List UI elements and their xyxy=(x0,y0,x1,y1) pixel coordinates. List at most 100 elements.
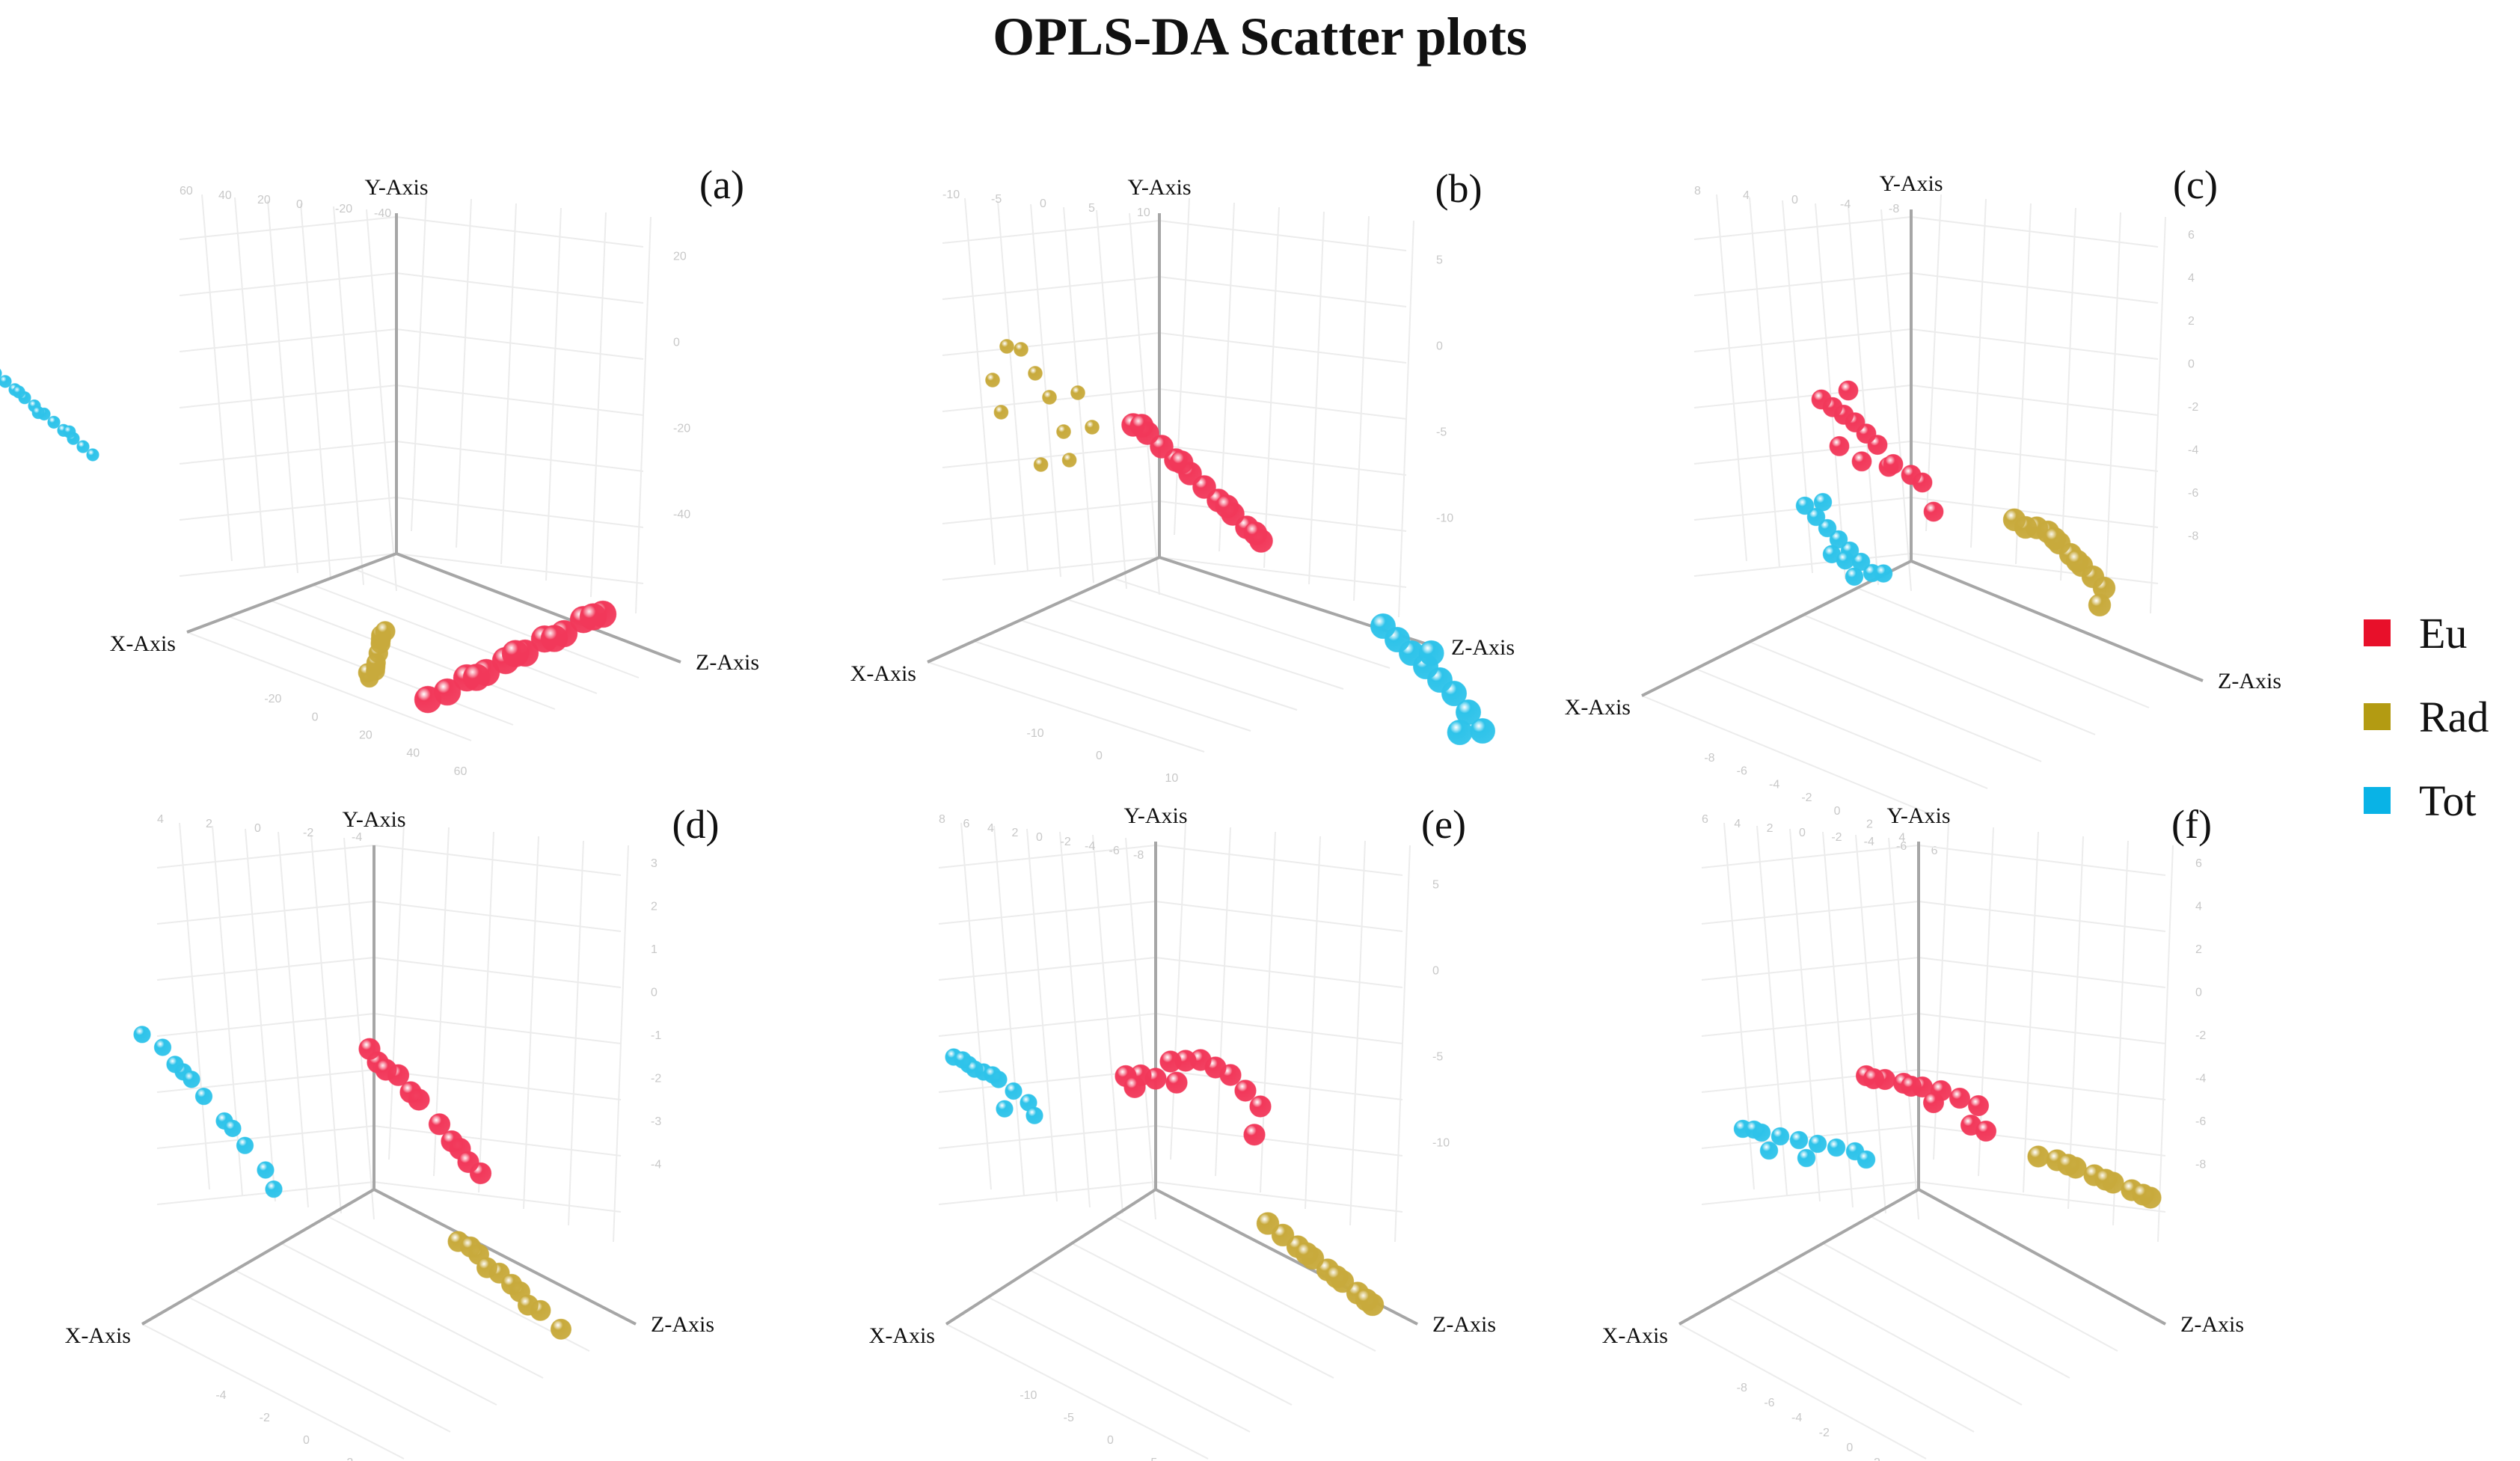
data-point-rad xyxy=(1061,453,1077,468)
y-tick-label: -8 xyxy=(2188,530,2198,542)
z-axis-label: Z-Axis xyxy=(651,1312,714,1337)
grid-line xyxy=(278,831,309,1208)
grid-line xyxy=(1910,553,2159,584)
z-axis-label: Z-Axis xyxy=(696,650,759,675)
grid-line xyxy=(1113,1216,1376,1352)
x-tick-label: 0 xyxy=(1040,197,1046,210)
data-point-eu xyxy=(1169,450,1194,474)
grid-line xyxy=(1693,553,1912,577)
z-tick-label: -2 xyxy=(1801,791,1812,804)
grid-line xyxy=(1693,328,1912,352)
data-point-tot xyxy=(1771,1127,1790,1146)
grid-line xyxy=(1880,209,1912,592)
grid-line xyxy=(1159,500,1407,532)
x-axis-line xyxy=(927,556,1160,664)
data-point-rad xyxy=(993,405,1009,420)
grid-line xyxy=(960,822,992,1190)
x-tick-label: 60 xyxy=(180,185,193,197)
data-point-rad xyxy=(1355,1288,1379,1312)
grid-line xyxy=(1308,211,1325,585)
data-point-eu xyxy=(428,1113,451,1136)
data-point-tot xyxy=(996,1100,1014,1118)
grid-line xyxy=(942,220,1160,244)
x-tick-label: 6 xyxy=(1702,813,1708,826)
grid-line xyxy=(1155,1125,1403,1157)
grid-line xyxy=(545,207,562,581)
grid-line xyxy=(373,1069,622,1100)
x-tick-label: 20 xyxy=(257,194,271,206)
grid-line xyxy=(1918,901,2166,932)
scatter-plot-3d: -8 -6 -4 -2 0 2 4 6 8 4 0 -4 -8 -8 -6 -4 -2 0 2 4 6 Y-Axis X-A… xyxy=(1565,162,2281,857)
grid-line xyxy=(179,216,397,240)
z-tick-label: 20 xyxy=(359,729,373,742)
data-point-rad xyxy=(500,1273,523,1295)
grid-line xyxy=(396,328,644,360)
data-point-rad xyxy=(2027,1145,2050,1168)
z-tick-label: -6 xyxy=(1764,1397,1774,1409)
grid-line xyxy=(1155,845,1403,876)
grid-line xyxy=(179,553,397,577)
data-point-eu xyxy=(1901,465,1922,486)
legend-swatch-rad xyxy=(2364,703,2391,730)
grid-line xyxy=(310,834,342,1214)
data-point-eu xyxy=(1234,1079,1257,1102)
grid-line xyxy=(1174,197,1190,536)
grid-line xyxy=(1263,206,1280,569)
grid-line xyxy=(1910,216,2159,248)
data-point-tot xyxy=(1005,1082,1023,1100)
grid-line xyxy=(938,901,1156,925)
x-tick-label: 0 xyxy=(296,198,303,211)
z-tick-label: -6 xyxy=(1737,765,1747,778)
grid-line xyxy=(1918,1125,2166,1157)
grid-line xyxy=(942,276,1160,300)
data-point-tot xyxy=(1874,564,1893,583)
grid-line xyxy=(1855,834,1886,1214)
z-tick-label: 10 xyxy=(1165,772,1179,785)
x-tick-label: -10 xyxy=(942,189,960,201)
data-point-tot xyxy=(1418,640,1444,667)
scatter-plot-3d: -8 -6 -4 -2 0 2 4 6 6 4 2 0 -2 -4 -6 -8 -6 -4 -2 0 2 4 6 Y-Axis… xyxy=(1602,802,2244,1461)
grid-line xyxy=(1910,385,2159,416)
grid-line xyxy=(1918,1069,2166,1100)
legend-swatch-eu xyxy=(2364,619,2391,646)
data-point-rad xyxy=(2088,593,2112,617)
grid-line xyxy=(373,957,622,988)
y-tick-label: -4 xyxy=(2188,444,2198,456)
z-tick-label: -2 xyxy=(260,1412,270,1424)
grid-line xyxy=(354,569,640,679)
grid-line xyxy=(396,216,644,248)
grid-line xyxy=(156,845,375,869)
grid-line xyxy=(2105,212,2121,598)
x-tick-label: -5 xyxy=(991,193,1002,206)
data-point-eu xyxy=(1851,451,1872,472)
data-point-rad xyxy=(999,339,1014,354)
x-axis-line xyxy=(1641,560,1912,697)
x-axis-label: X-Axis xyxy=(110,631,176,656)
x-axis-line xyxy=(186,552,397,634)
grid-line xyxy=(1848,206,1879,586)
y-tick-label: -40 xyxy=(673,509,690,521)
scatter-panel-d: -4-3-2-10123420-2-4-4-2024Y-AxisX-AxisZ-… xyxy=(37,771,785,1461)
grid-line xyxy=(1749,197,1780,568)
x-tick-label: -8 xyxy=(1133,849,1144,862)
grid-line xyxy=(373,845,622,876)
z-tick-label: 0 xyxy=(1846,1442,1853,1454)
data-point-tot xyxy=(1818,518,1837,538)
x-tick-label: 4 xyxy=(1734,818,1741,830)
y-tick-label: -6 xyxy=(2188,487,2198,500)
data-point-eu xyxy=(1838,380,1859,401)
data-point-eu xyxy=(1123,1076,1146,1098)
z-tick-label: -10 xyxy=(1027,727,1044,740)
grid-line xyxy=(993,825,1025,1196)
grid-line xyxy=(1155,901,1403,932)
grid-line xyxy=(938,1013,1156,1037)
grid-line xyxy=(1159,276,1407,307)
x-tick-label: -6 xyxy=(1109,845,1120,857)
grid-line xyxy=(1693,385,1912,408)
x-tick-label: -4 xyxy=(352,831,362,844)
legend-item-tot: Tot xyxy=(2364,759,2517,842)
data-point-rad xyxy=(1085,420,1100,435)
data-point-tot xyxy=(1026,1106,1043,1124)
y-tick-label: -2 xyxy=(2188,401,2198,414)
y-tick-label: -5 xyxy=(1432,1051,1443,1064)
